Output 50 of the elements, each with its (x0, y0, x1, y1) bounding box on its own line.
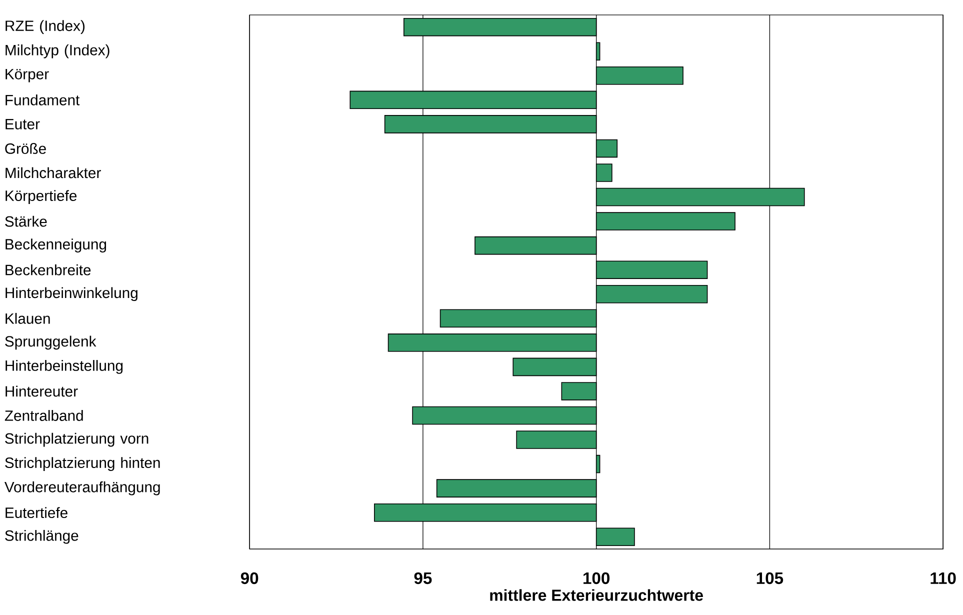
bar (440, 309, 597, 328)
bar (596, 212, 736, 231)
y-tick-label: Strichplatzierung hinten (5, 457, 160, 472)
y-tick-label: Zentralband (4, 410, 83, 422)
bar (436, 479, 597, 498)
y-tick-label: Euter (6, 119, 40, 130)
bar (388, 334, 597, 352)
y-tick-label: Milchtyp (Index) (6, 44, 110, 58)
y-tick-label: Stärke (5, 216, 47, 227)
x-tick-label: 95 (414, 572, 432, 584)
y-tick-label: Körper (6, 69, 49, 82)
bar (412, 406, 597, 425)
bar (384, 115, 597, 134)
bar (596, 188, 805, 206)
bar (596, 139, 618, 158)
y-tick-label: Hintereuter (6, 386, 78, 397)
bar (596, 285, 708, 304)
y-tick-label: Milchcharakter (6, 167, 101, 178)
x-tick-label: 105 (756, 572, 784, 584)
bar (596, 66, 684, 85)
bar (512, 358, 597, 376)
y-tick-label: Größe (5, 143, 46, 154)
bar (350, 90, 597, 110)
x-tick-label: 90 (240, 572, 258, 584)
x-axis-title: mittlere Exterieurzuchtwerte (490, 589, 703, 602)
x-tick-label: 110 (930, 572, 956, 584)
bar (596, 164, 612, 182)
bar (403, 18, 597, 36)
bar (561, 382, 597, 400)
y-tick-label: Hinterbeinwinkelung (6, 287, 138, 302)
y-tick-label: Eutertiefe (6, 507, 68, 518)
bar (596, 260, 708, 280)
x-tick-label: 100 (584, 572, 610, 584)
y-tick-label: Vordereuteraufhängung (4, 482, 160, 496)
y-tick-label: Fundament (6, 94, 80, 106)
bar (374, 504, 597, 522)
y-tick-label: Beckenneigung (6, 238, 106, 253)
bar (596, 42, 600, 61)
y-tick-label: Beckenbreite (6, 264, 91, 276)
y-tick-label: Strichlänge (5, 530, 78, 544)
y-tick-label: Strichplatzierung vorn (5, 432, 148, 447)
y-tick-label: Hinterbeinstellung (6, 360, 123, 374)
y-tick-label: RZE (Index) (6, 20, 85, 34)
bar (516, 430, 597, 450)
y-tick-label: Sprunggelenk (5, 336, 96, 350)
bar (474, 236, 597, 255)
bar (596, 455, 600, 474)
y-tick-label: Klauen (6, 313, 50, 324)
bar (596, 528, 635, 546)
y-tick-label: Körpertiefe (6, 190, 77, 204)
